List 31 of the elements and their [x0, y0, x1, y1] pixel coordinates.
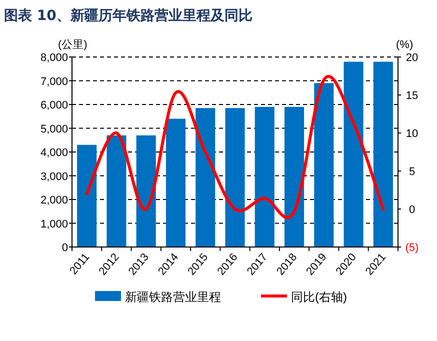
bar — [284, 106, 304, 247]
y-tick-label: 1,000 — [40, 218, 68, 230]
y-tick-label: 8,000 — [40, 52, 68, 64]
bar — [254, 106, 274, 247]
y2-tick-label: 5 — [408, 166, 416, 178]
legend-label: 同比(右轴) — [291, 290, 347, 304]
y-tick-label: 7,000 — [40, 76, 68, 88]
bar — [314, 83, 334, 247]
y2-tick-label: 15 — [406, 90, 418, 102]
y-tick-label: 5,000 — [40, 123, 68, 136]
bar — [225, 108, 245, 247]
bar — [136, 135, 156, 247]
y-tick-label: 0 — [62, 242, 68, 254]
y2-tick-label: 20 — [406, 52, 418, 64]
y-axis-title: (公里) — [58, 39, 88, 51]
y2-tick-label: (5) — [405, 242, 419, 254]
chart-title: 图表 10、新疆历年铁路营业里程及同比 — [4, 7, 252, 24]
y2-tick-label: 10 — [406, 128, 418, 140]
y2-tick-label: 0 — [408, 204, 416, 216]
y-tick-label: 3,000 — [40, 170, 68, 183]
y-tick-label: 6,000 — [40, 100, 68, 112]
bar — [77, 144, 97, 247]
y-tick-label: 4,000 — [40, 147, 68, 159]
bar — [106, 135, 126, 247]
bar — [344, 62, 364, 247]
bar — [166, 118, 186, 247]
bar — [373, 62, 393, 247]
legend-label: 新疆铁路营业里程 — [125, 290, 221, 304]
y2-axis-title: (%) — [396, 39, 414, 51]
y-tick-label: 2,000 — [40, 194, 68, 206]
bar — [196, 108, 216, 247]
